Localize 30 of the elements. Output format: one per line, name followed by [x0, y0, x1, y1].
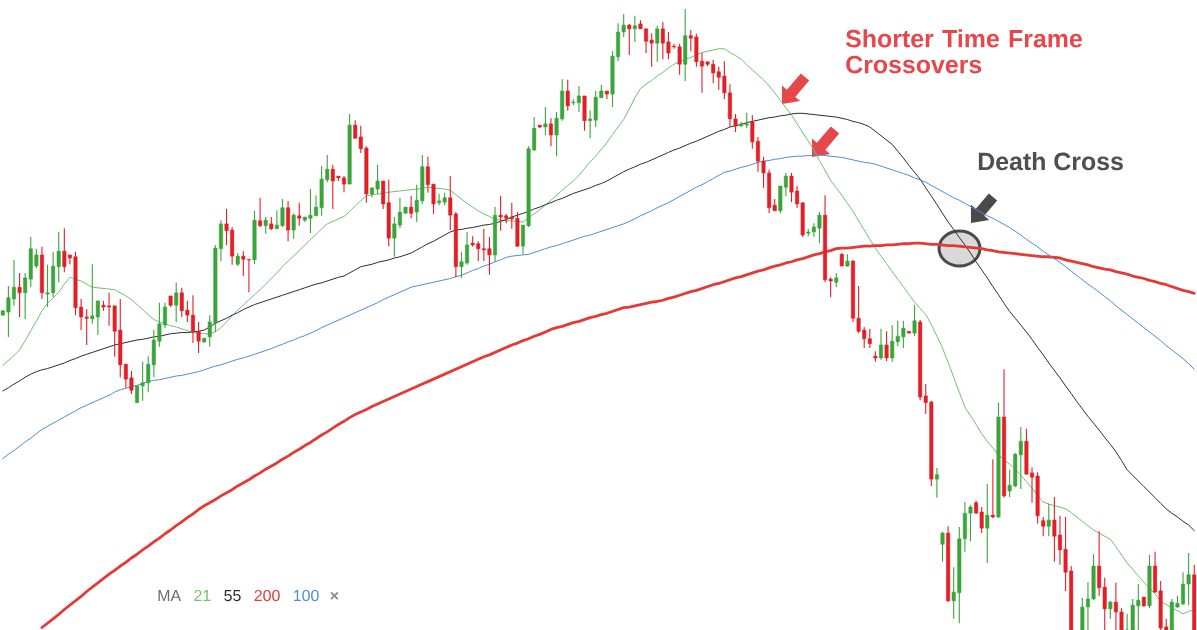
candlestick: [940, 531, 945, 563]
candlestick: [17, 272, 22, 318]
annotation: Shorter Time Frame Crossovers: [845, 29, 1082, 74]
candlestick: [286, 200, 291, 242]
candlestick: [934, 467, 939, 499]
candlestick: [543, 106, 548, 136]
candlestick: [912, 304, 917, 337]
candlestick: [1041, 516, 1046, 537]
candlestick: [565, 79, 570, 112]
text: 200: [254, 589, 280, 602]
candlestick: [879, 328, 883, 361]
candlestick: [548, 117, 553, 147]
candlestick: [627, 23, 632, 56]
candlestick: [985, 483, 990, 564]
legend-title: MA: [158, 590, 182, 601]
candlestick: [884, 330, 889, 362]
text: 100: [293, 589, 319, 602]
candlestick: [291, 212, 296, 240]
candlestick: [990, 458, 995, 519]
candlestick: [258, 197, 263, 228]
candlestick: [655, 25, 660, 63]
candlestick: [297, 202, 302, 227]
text: 55: [224, 590, 241, 602]
candlestick: [174, 282, 179, 323]
candlestick: [632, 15, 637, 43]
candlestick: [409, 195, 414, 219]
annotation: Death Cross: [978, 151, 1123, 171]
annotation: ×: [330, 591, 339, 600]
text: 21: [194, 589, 211, 601]
candlestick: [1046, 503, 1051, 537]
